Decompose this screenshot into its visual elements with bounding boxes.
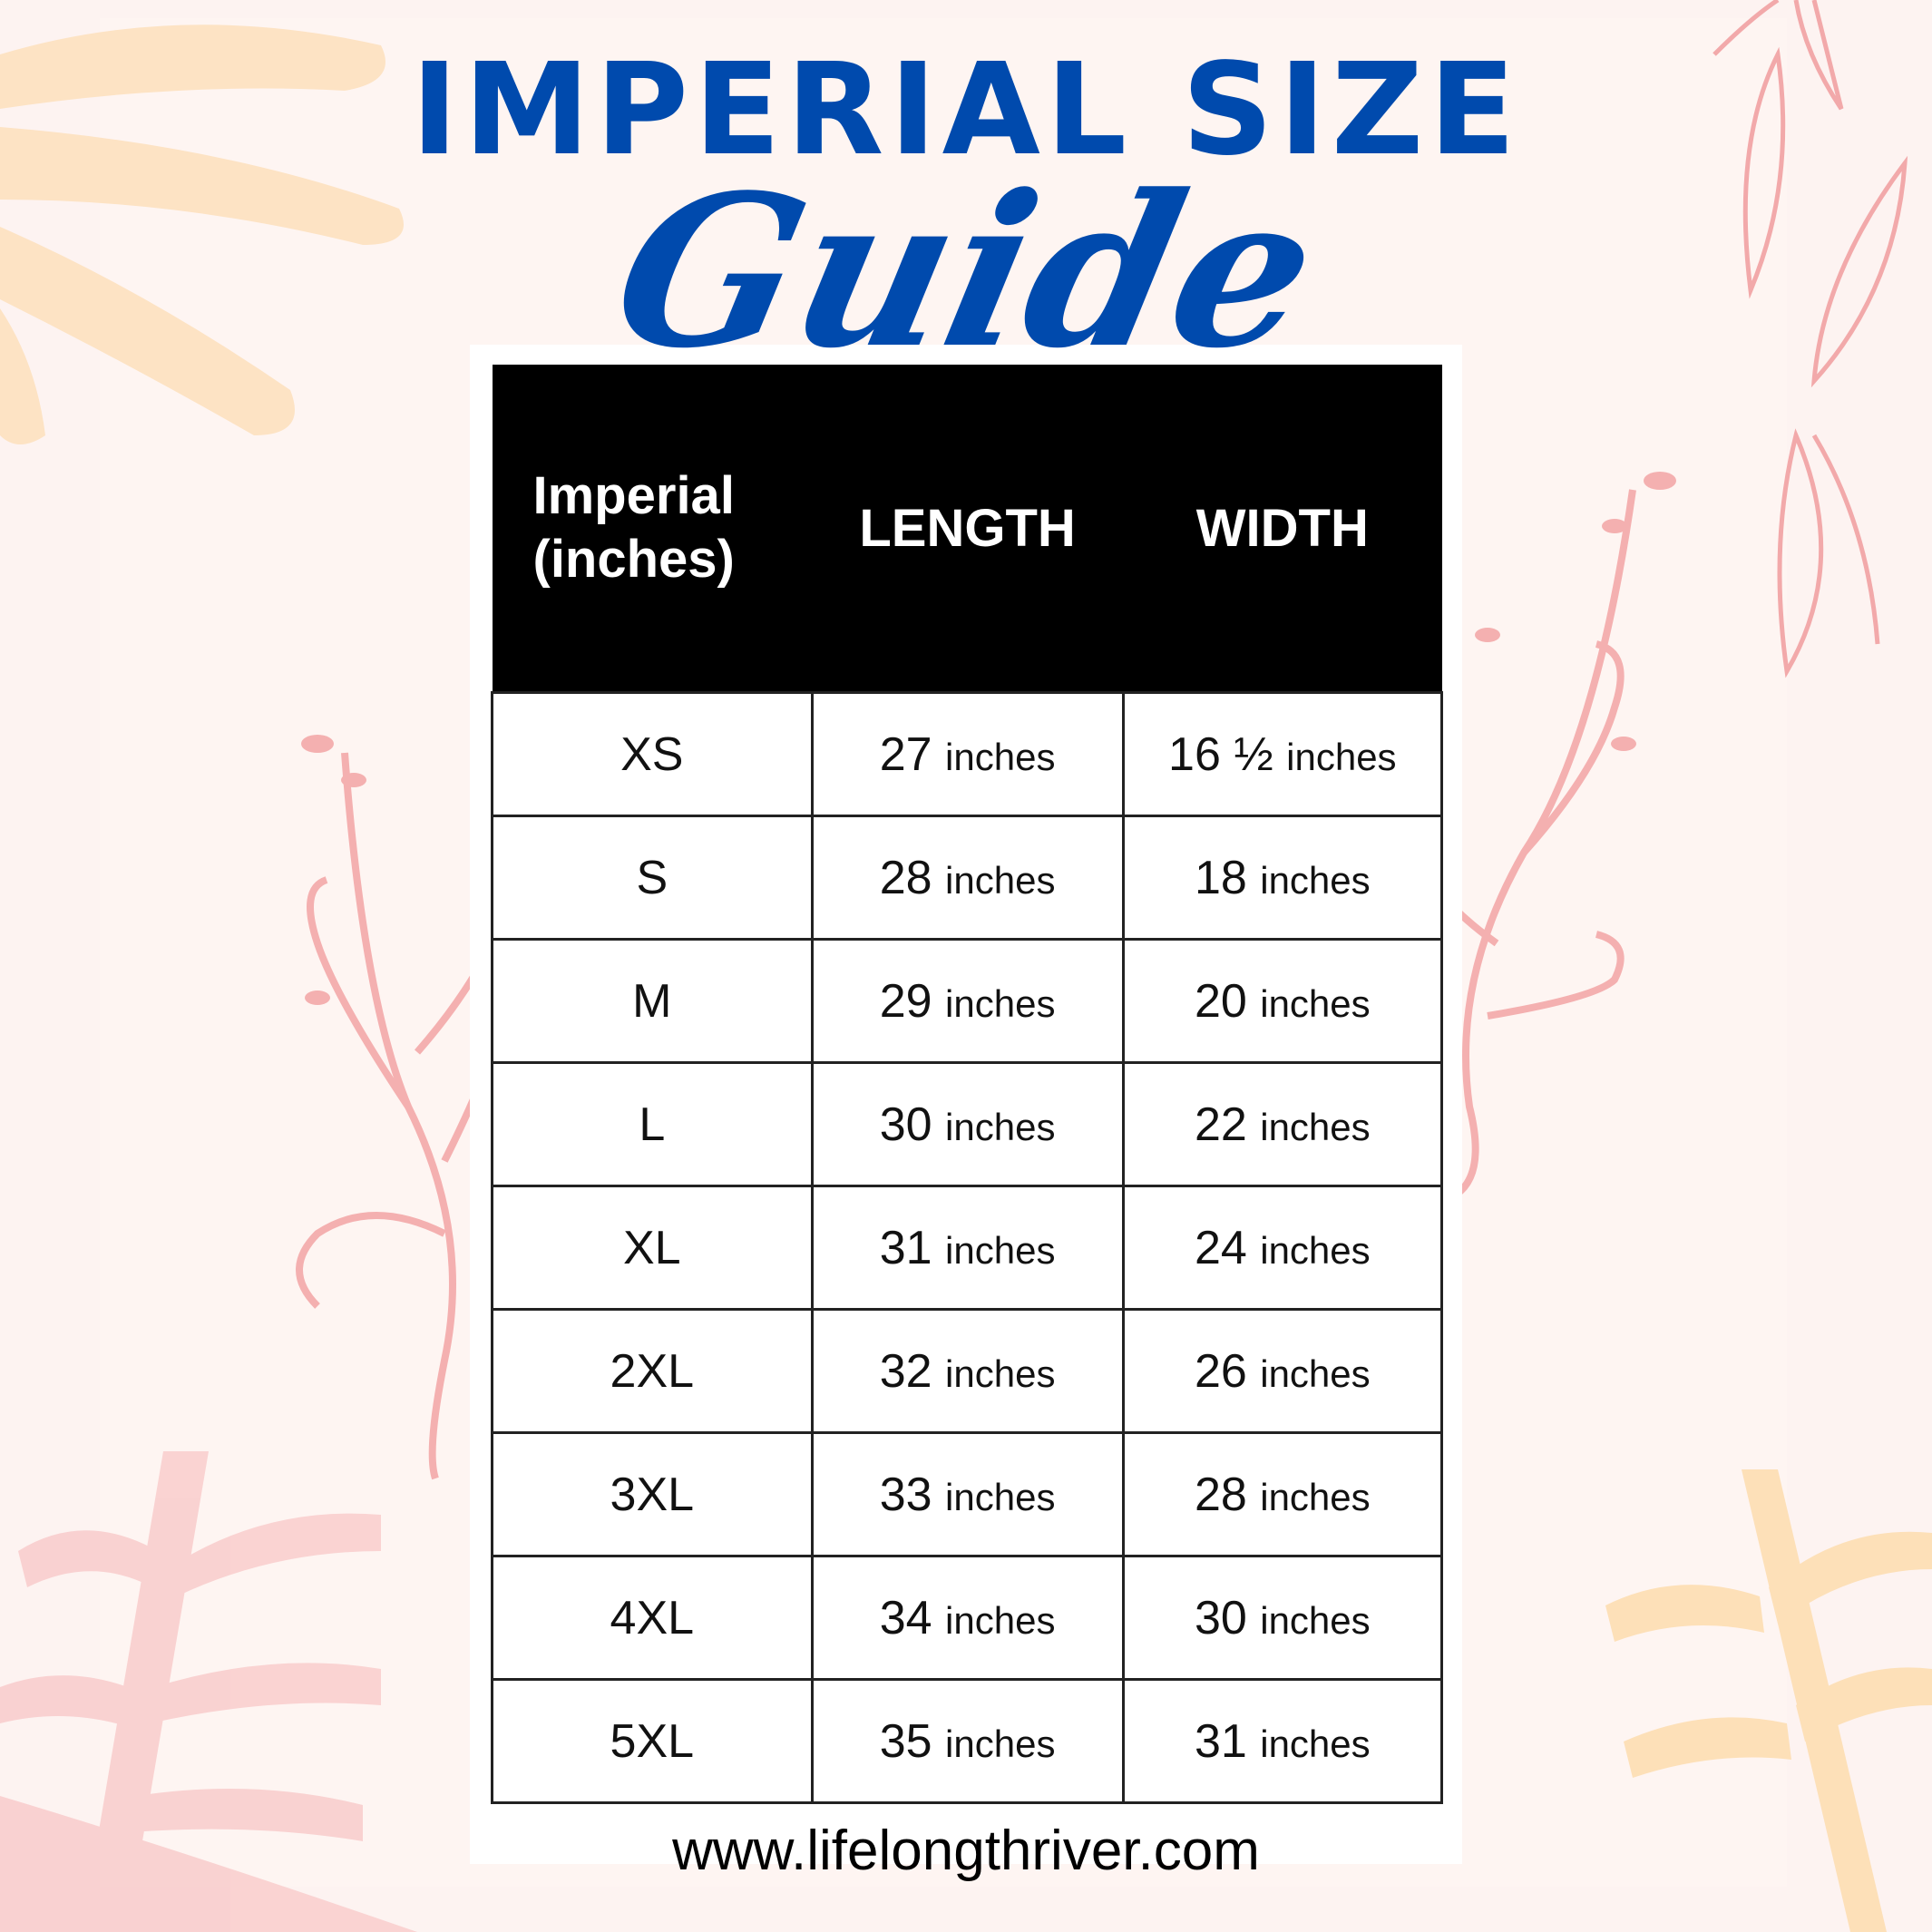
table-row: XS 27 inches 16 ½ inches <box>491 691 1444 817</box>
length-value: 29 <box>879 974 932 1028</box>
width-cell: 26 inches <box>1121 1308 1444 1434</box>
length-value: 31 <box>879 1221 932 1274</box>
unit-label: inches <box>945 1598 1056 1642</box>
size-cell: 5XL <box>491 1678 814 1804</box>
table-row: 4XL 34 inches 30 inches <box>491 1555 1444 1681</box>
width-cell: 28 inches <box>1121 1431 1444 1557</box>
unit-label: inches <box>945 1475 1056 1518</box>
length-cell: 27 inches <box>810 691 1125 817</box>
width-cell: 22 inches <box>1121 1061 1444 1187</box>
width-value: 24 <box>1194 1221 1247 1274</box>
length-value: 28 <box>879 851 932 904</box>
unit-label: inches <box>1260 981 1371 1025</box>
width-cell: 24 inches <box>1121 1185 1444 1311</box>
size-chart-table: Imperial (inches) LENGTH WIDTH XS 27 inche… <box>491 365 1444 1804</box>
length-cell: 30 inches <box>810 1061 1125 1187</box>
width-value: 18 <box>1194 851 1247 904</box>
header-imperial: Imperial (inches) <box>492 365 813 693</box>
website-url: www.lifelongthriver.com <box>672 1820 1260 1882</box>
unit-label: inches <box>1260 1105 1371 1148</box>
unit-label: inches <box>945 735 1056 778</box>
unit-label: inches <box>945 1351 1056 1395</box>
unit-label: inches <box>1286 735 1397 778</box>
unit-label: inches <box>945 981 1056 1025</box>
size-cell: M <box>491 938 814 1064</box>
unit-label: inches <box>1260 1475 1371 1518</box>
length-cell: 29 inches <box>810 938 1125 1064</box>
unit-label: inches <box>1260 1351 1371 1395</box>
width-value: 26 <box>1194 1344 1247 1398</box>
width-value: 22 <box>1194 1098 1247 1151</box>
table-row: 5XL 35 inches 31 inches <box>491 1678 1444 1804</box>
page-title: IMPERIAL SIZE <box>411 36 1521 184</box>
width-cell: 16 ½ inches <box>1121 691 1444 817</box>
length-value: 32 <box>879 1344 932 1398</box>
length-value: 35 <box>879 1714 932 1768</box>
size-cell: S <box>491 815 814 941</box>
table-row: 3XL 33 inches 28 inches <box>491 1431 1444 1557</box>
length-value: 27 <box>879 727 932 781</box>
unit-label: inches <box>1260 858 1371 902</box>
size-cell: 3XL <box>491 1431 814 1557</box>
table-row: XL 31 inches 24 inches <box>491 1185 1444 1311</box>
table-row: M 29 inches 20 inches <box>491 938 1444 1064</box>
table-row: 2XL 32 inches 26 inches <box>491 1308 1444 1434</box>
size-cell: L <box>491 1061 814 1187</box>
unit-label: inches <box>1260 1722 1371 1765</box>
page-subtitle: Guide <box>596 150 1336 395</box>
size-cell: 4XL <box>491 1555 814 1681</box>
width-cell: 20 inches <box>1121 938 1444 1064</box>
width-cell: 18 inches <box>1121 815 1444 941</box>
length-value: 33 <box>879 1468 932 1521</box>
length-value: 30 <box>879 1098 932 1151</box>
unit-label: inches <box>945 858 1056 902</box>
length-cell: 34 inches <box>810 1555 1125 1681</box>
width-value: 16 ½ <box>1168 727 1273 781</box>
length-cell: 31 inches <box>810 1185 1125 1311</box>
table-header-row: Imperial (inches) LENGTH WIDTH <box>492 365 1442 693</box>
pink-outline-leaves-top-right-decoration <box>1712 0 1908 678</box>
unit-label: inches <box>945 1722 1056 1765</box>
unit-label: inches <box>1260 1598 1371 1642</box>
length-cell: 33 inches <box>810 1431 1125 1557</box>
size-cell: XS <box>491 691 814 817</box>
length-cell: 35 inches <box>810 1678 1125 1804</box>
length-value: 34 <box>879 1591 932 1644</box>
header-width: WIDTH <box>1123 365 1442 693</box>
peach-leaf-bottom-right-decoration <box>1605 1469 1932 1932</box>
width-cell: 30 inches <box>1121 1555 1444 1681</box>
unit-label: inches <box>1260 1228 1371 1272</box>
width-cell: 31 inches <box>1121 1678 1444 1804</box>
width-value: 20 <box>1194 974 1247 1028</box>
length-cell: 32 inches <box>810 1308 1125 1434</box>
width-value: 30 <box>1194 1591 1247 1644</box>
pink-leaf-bottom-left-decoration <box>0 1451 417 1932</box>
unit-label: inches <box>945 1228 1056 1272</box>
unit-label: inches <box>945 1105 1056 1148</box>
size-cell: XL <box>491 1185 814 1311</box>
width-value: 31 <box>1194 1714 1247 1768</box>
width-value: 28 <box>1194 1468 1247 1521</box>
peach-leaf-top-left-decoration <box>0 24 404 444</box>
size-cell: 2XL <box>491 1308 814 1434</box>
table-row: L 30 inches 22 inches <box>491 1061 1444 1187</box>
table-row: S 28 inches 18 inches <box>491 815 1444 941</box>
header-length: LENGTH <box>812 365 1124 693</box>
pink-swirl-vine-right-decoration <box>1411 472 1676 1197</box>
length-cell: 28 inches <box>810 815 1125 941</box>
